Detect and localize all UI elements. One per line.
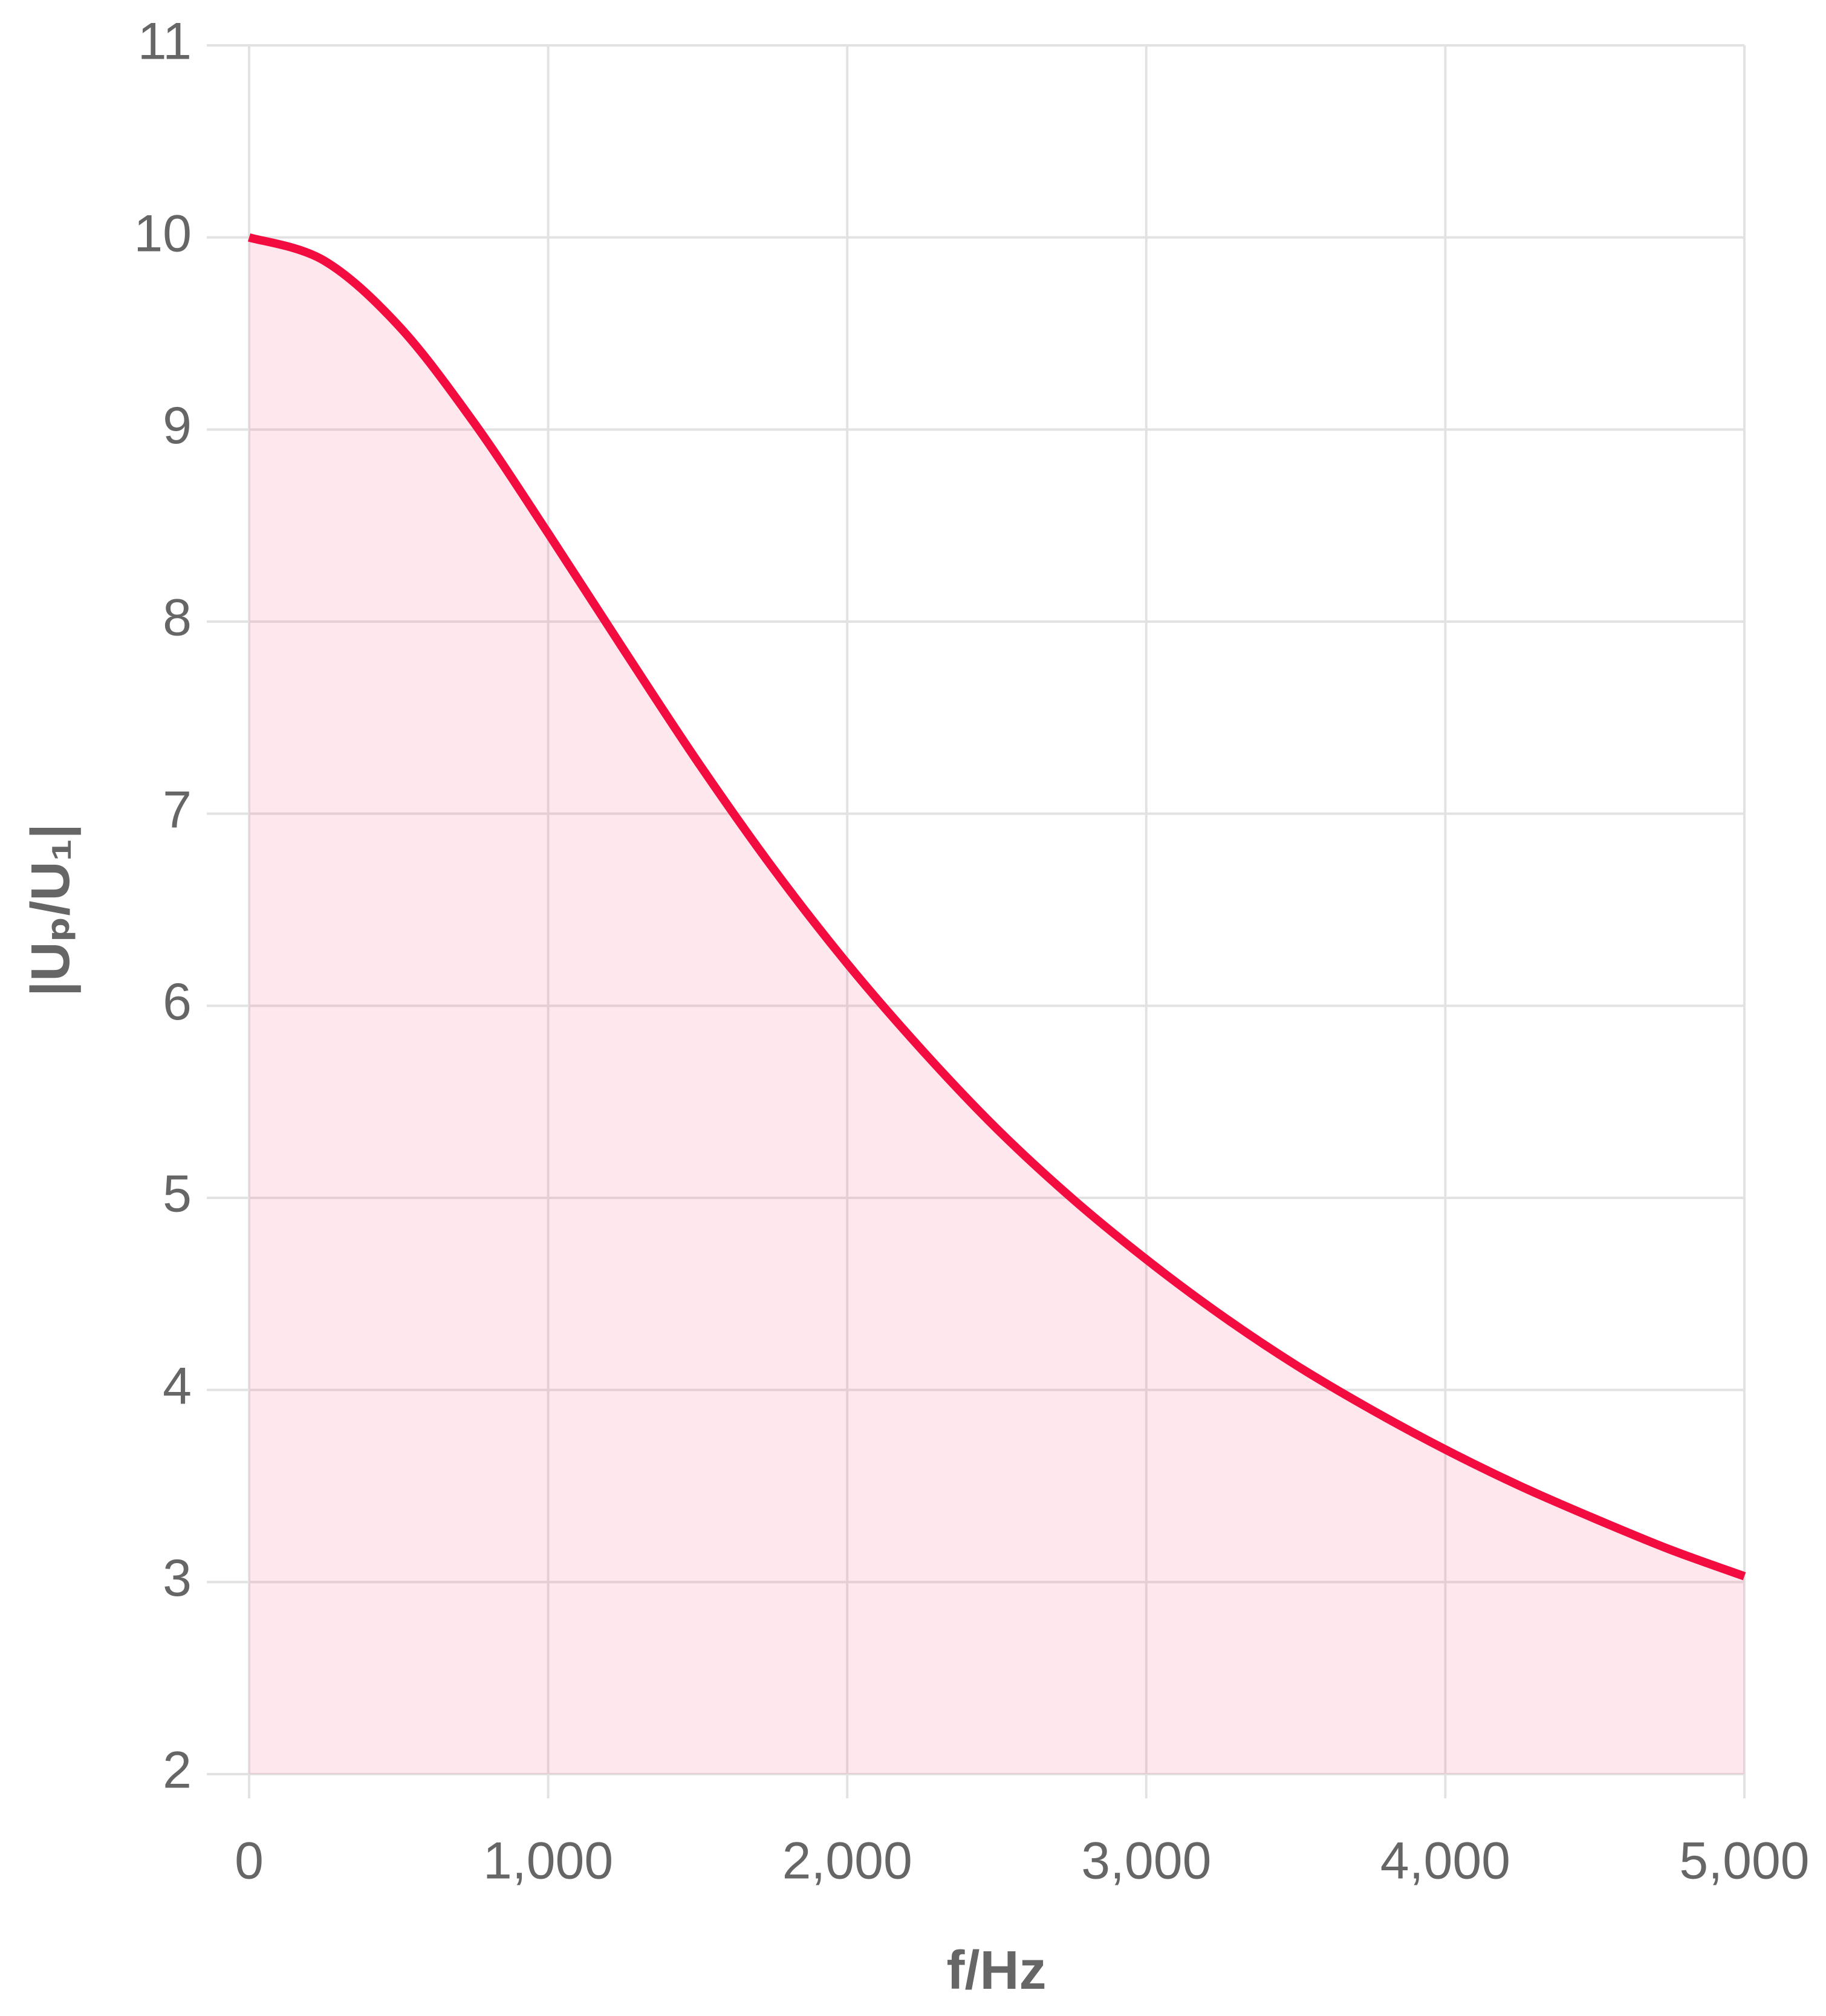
y-tick-label: 6 [163,973,192,1031]
x-tick-label: 5,000 [1679,1832,1809,1890]
y-tick-label: 5 [163,1165,192,1223]
y-tick-label: 2 [163,1741,192,1800]
area-fill [249,237,1744,1774]
y-tick-label: 4 [163,1357,192,1415]
y-tick-label: 10 [134,204,192,262]
line [247,233,1746,1581]
y-tick-label: 9 [163,397,192,455]
y-axis-title: |Uₚ/U₁| [21,824,82,997]
y-tick-label: 8 [163,589,192,647]
y-tick-label: 7 [163,781,192,839]
x-tick-label: 3,000 [1081,1832,1211,1890]
y-tick-label: 3 [163,1549,192,1607]
x-tick-label: 2,000 [782,1832,912,1890]
x-axis-title: f/Hz [947,1940,1047,2001]
x-tick-label: 1,000 [483,1832,613,1890]
y-tick-label: 11 [138,13,192,71]
x-tick-label: 0 [235,1832,264,1890]
x-tick-label: 4,000 [1380,1832,1510,1890]
